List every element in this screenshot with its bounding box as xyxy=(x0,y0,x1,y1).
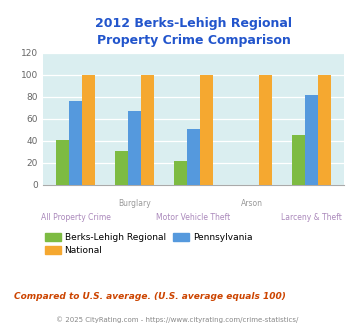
Bar xyxy=(174,161,187,185)
Text: Burglary: Burglary xyxy=(118,199,151,208)
Bar xyxy=(200,75,213,185)
Bar xyxy=(187,129,200,185)
Bar xyxy=(82,75,95,185)
Bar xyxy=(128,111,141,185)
Bar xyxy=(141,75,154,185)
Bar xyxy=(292,135,305,185)
Text: All Property Crime: All Property Crime xyxy=(41,213,111,221)
Text: Arson: Arson xyxy=(241,199,263,208)
Bar xyxy=(115,151,128,185)
Text: Motor Vehicle Theft: Motor Vehicle Theft xyxy=(156,213,231,221)
Bar xyxy=(318,75,331,185)
Text: © 2025 CityRating.com - https://www.cityrating.com/crime-statistics/: © 2025 CityRating.com - https://www.city… xyxy=(56,316,299,323)
Text: Compared to U.S. average. (U.S. average equals 100): Compared to U.S. average. (U.S. average … xyxy=(14,292,286,301)
Title: 2012 Berks-Lehigh Regional
Property Crime Comparison: 2012 Berks-Lehigh Regional Property Crim… xyxy=(95,17,292,48)
Bar xyxy=(56,140,69,185)
Legend: Berks-Lehigh Regional, National, Pennsylvania: Berks-Lehigh Regional, National, Pennsyl… xyxy=(41,229,256,258)
Text: Larceny & Theft: Larceny & Theft xyxy=(281,213,342,221)
Bar xyxy=(259,75,272,185)
Bar xyxy=(69,101,82,185)
Bar xyxy=(305,95,318,185)
